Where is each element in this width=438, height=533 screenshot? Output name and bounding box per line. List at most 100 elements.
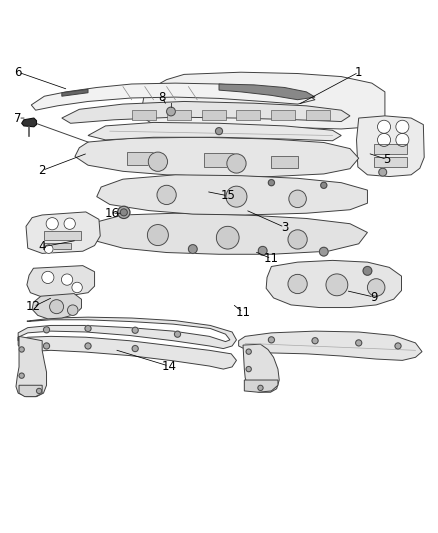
Polygon shape — [32, 294, 81, 319]
Polygon shape — [75, 138, 359, 176]
Text: 9: 9 — [370, 290, 378, 304]
Circle shape — [289, 190, 306, 207]
Circle shape — [288, 274, 307, 294]
Text: 12: 12 — [26, 300, 41, 313]
Polygon shape — [244, 380, 278, 392]
Circle shape — [216, 227, 239, 249]
Bar — [204, 153, 234, 167]
Polygon shape — [21, 118, 36, 127]
Circle shape — [326, 274, 348, 296]
Circle shape — [312, 338, 318, 344]
Circle shape — [363, 266, 372, 275]
Circle shape — [258, 246, 267, 255]
Bar — [127, 152, 153, 165]
Circle shape — [396, 133, 409, 147]
Polygon shape — [239, 331, 422, 360]
Polygon shape — [97, 175, 367, 215]
Circle shape — [36, 389, 42, 393]
Text: 7: 7 — [14, 111, 22, 125]
Bar — [272, 156, 297, 168]
Circle shape — [85, 343, 91, 349]
Circle shape — [378, 133, 391, 147]
Text: 11: 11 — [236, 306, 251, 319]
Circle shape — [44, 245, 53, 253]
Circle shape — [132, 327, 138, 333]
Circle shape — [319, 247, 328, 256]
Text: 16: 16 — [105, 207, 120, 220]
Bar — [44, 231, 81, 240]
Circle shape — [19, 373, 24, 378]
Text: 11: 11 — [264, 252, 279, 265]
Circle shape — [356, 340, 362, 346]
Circle shape — [43, 327, 49, 333]
Polygon shape — [16, 336, 46, 397]
Circle shape — [118, 206, 130, 219]
Circle shape — [148, 224, 168, 246]
Bar — [201, 110, 226, 120]
Bar — [166, 110, 191, 120]
Circle shape — [85, 326, 91, 332]
Polygon shape — [357, 116, 424, 176]
Text: 5: 5 — [383, 153, 391, 166]
Circle shape — [157, 185, 176, 205]
Bar — [374, 144, 407, 154]
Circle shape — [174, 331, 180, 337]
Circle shape — [120, 209, 127, 216]
Circle shape — [378, 120, 391, 133]
Text: 3: 3 — [281, 221, 288, 233]
Polygon shape — [88, 123, 341, 141]
Circle shape — [246, 367, 251, 372]
Circle shape — [226, 186, 247, 207]
Text: 1: 1 — [355, 66, 363, 79]
Bar — [272, 110, 295, 120]
Text: 8: 8 — [159, 91, 166, 103]
Circle shape — [258, 385, 263, 391]
Bar — [306, 110, 330, 120]
Text: 2: 2 — [39, 164, 46, 177]
Circle shape — [72, 282, 82, 293]
Text: 14: 14 — [161, 360, 176, 373]
Polygon shape — [266, 261, 402, 308]
Circle shape — [132, 345, 138, 352]
Bar — [374, 157, 407, 167]
Text: 15: 15 — [220, 189, 235, 202]
Circle shape — [148, 152, 167, 171]
Circle shape — [64, 218, 75, 229]
Circle shape — [379, 168, 387, 176]
Circle shape — [227, 154, 246, 173]
Circle shape — [67, 305, 78, 316]
Polygon shape — [27, 265, 95, 297]
Circle shape — [215, 128, 223, 135]
Polygon shape — [62, 101, 350, 123]
Circle shape — [268, 180, 275, 185]
Circle shape — [42, 271, 54, 284]
Polygon shape — [88, 213, 367, 254]
Polygon shape — [18, 317, 237, 369]
Polygon shape — [141, 72, 385, 129]
Polygon shape — [243, 344, 279, 392]
Circle shape — [321, 182, 327, 188]
Circle shape — [46, 217, 58, 230]
Circle shape — [246, 349, 251, 354]
Circle shape — [367, 279, 385, 296]
Text: 4: 4 — [39, 240, 46, 253]
Circle shape — [49, 300, 64, 313]
Circle shape — [268, 337, 275, 343]
Polygon shape — [31, 83, 315, 110]
Circle shape — [288, 230, 307, 249]
Circle shape — [166, 107, 175, 116]
Bar — [132, 110, 155, 120]
Bar — [44, 243, 71, 249]
Polygon shape — [62, 89, 88, 96]
Polygon shape — [219, 84, 315, 100]
Circle shape — [188, 245, 197, 253]
Bar — [237, 110, 261, 120]
Polygon shape — [19, 385, 42, 397]
Polygon shape — [26, 212, 100, 253]
Circle shape — [61, 274, 73, 285]
Circle shape — [19, 347, 24, 352]
Text: 6: 6 — [14, 66, 22, 79]
Circle shape — [396, 120, 409, 133]
Circle shape — [43, 343, 49, 349]
Circle shape — [395, 343, 401, 349]
